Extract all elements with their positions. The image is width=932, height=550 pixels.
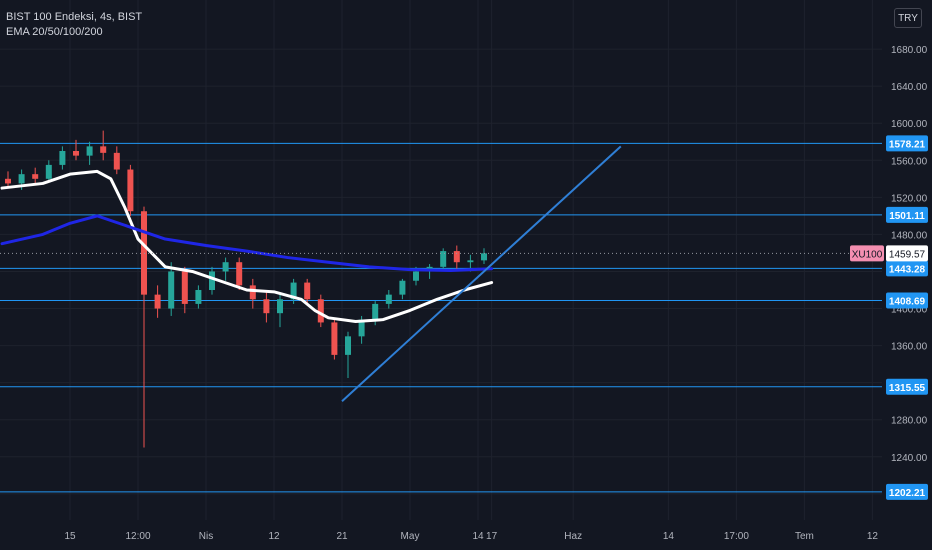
candle-body: [331, 322, 338, 355]
time-tick-label: 14: [663, 531, 675, 542]
candle-body: [467, 260, 474, 263]
currency-button[interactable]: TRY: [894, 8, 922, 28]
candle-body: [5, 178, 11, 184]
level-price-tag: [886, 206, 928, 223]
candle-body: [32, 174, 39, 179]
candle-body: [18, 174, 25, 184]
price-tick-label: 1680.00: [891, 45, 928, 56]
candle-body: [168, 271, 175, 309]
time-tick-label: 17:00: [724, 531, 749, 542]
candle-body: [358, 319, 365, 337]
candle-body: [154, 294, 161, 309]
candle-body: [317, 299, 324, 323]
last-price-tag: [886, 245, 928, 262]
symbol-tag: [850, 245, 884, 262]
level-price-tag-label: 1315.55: [889, 383, 926, 394]
candle-body: [59, 151, 66, 165]
candle-body: [481, 253, 487, 261]
symbol-title[interactable]: BIST 100 Endeksi, 4s, BIST: [6, 11, 143, 23]
time-tick-label: May: [401, 531, 420, 542]
indicator-title[interactable]: EMA 20/50/100/200: [6, 26, 103, 38]
candle-body: [100, 146, 107, 153]
candle-body: [413, 271, 419, 281]
chart-legend: BIST 100 Endeksi, 4s, BIST EMA 20/50/100…: [6, 10, 142, 40]
ema-lines: [0, 169, 494, 324]
candle-body: [222, 262, 229, 272]
price-tick-label: 1360.00: [891, 342, 928, 353]
candle-body: [385, 294, 392, 304]
price-tick-label: 1640.00: [891, 82, 928, 93]
price-tick-label: 1600.00: [891, 119, 928, 130]
candle-body: [195, 290, 202, 304]
price-tick-label: 1240.00: [891, 453, 928, 464]
price-tick-label: 1520.00: [891, 193, 928, 204]
candle-body: [127, 169, 134, 212]
trendline-segment[interactable]: [341, 145, 622, 402]
ema-white-line: [0, 169, 494, 324]
candle-body: [290, 282, 297, 300]
price-tick-label: 1280.00: [891, 416, 928, 427]
time-tick-label: Nis: [199, 531, 213, 542]
candle-body: [372, 303, 379, 320]
time-tick-label: Tem: [795, 531, 814, 542]
symbol-tag-label: XU100: [852, 249, 883, 260]
level-price-tag-label: 1501.11: [889, 211, 925, 222]
level-price-tag-label: 1578.21: [889, 139, 926, 150]
time-axis[interactable]: 15 12:00 Nis 12 21 May 14 17 Haz 14 17:00 Tem 12: [0, 520, 932, 550]
time-tick-label: 15: [64, 531, 76, 542]
ema-blue-line: [0, 214, 494, 273]
time-tick-label: 12: [867, 531, 879, 542]
time-tick-label: 14: [472, 531, 484, 542]
candle-body: [440, 251, 447, 267]
price-tick-label: 1560.00: [891, 156, 928, 167]
time-tick-label: 17: [486, 531, 498, 542]
time-tick-label: 21: [336, 531, 348, 542]
candle-body: [236, 262, 243, 286]
trendline[interactable]: [341, 145, 622, 402]
candle-body: [304, 282, 311, 300]
candle-body: [45, 164, 52, 179]
level-price-tag: [886, 292, 928, 309]
candle-body: [345, 336, 351, 355]
candle-body: [263, 299, 270, 314]
level-price-tag-label: 1202.21: [889, 488, 926, 499]
time-tick-label: 12: [268, 531, 280, 542]
level-price-tag-label: 1443.28: [889, 264, 926, 275]
horizontal-levels[interactable]: [0, 142, 882, 493]
candle-body: [277, 299, 283, 314]
candle-body: [73, 151, 79, 156]
price-tags: 1578.21 1501.11 1443.28 1408.69 1315.55 1202.…: [850, 135, 928, 500]
candle-body: [453, 251, 460, 263]
time-tick-label: Haz: [564, 531, 582, 542]
candle-body: [181, 271, 188, 304]
candle-body: [86, 146, 93, 156]
level-price-tag: [886, 378, 928, 395]
level-price-tag: [886, 135, 928, 152]
level-price-tag: [886, 483, 928, 500]
last-price-tag-label: 1459.57: [889, 249, 926, 260]
level-price-tag: [886, 260, 928, 277]
price-tick-label: 1480.00: [891, 230, 928, 241]
candle-body: [249, 285, 256, 300]
price-tick-label: 1400.00: [891, 305, 928, 316]
level-price-tag-label: 1408.69: [889, 296, 926, 307]
candle-body: [399, 280, 406, 295]
candle-body: [113, 152, 120, 170]
time-axis-bg: [0, 520, 932, 550]
time-tick-label: 12:00: [125, 531, 150, 542]
candle-body: [209, 271, 215, 291]
